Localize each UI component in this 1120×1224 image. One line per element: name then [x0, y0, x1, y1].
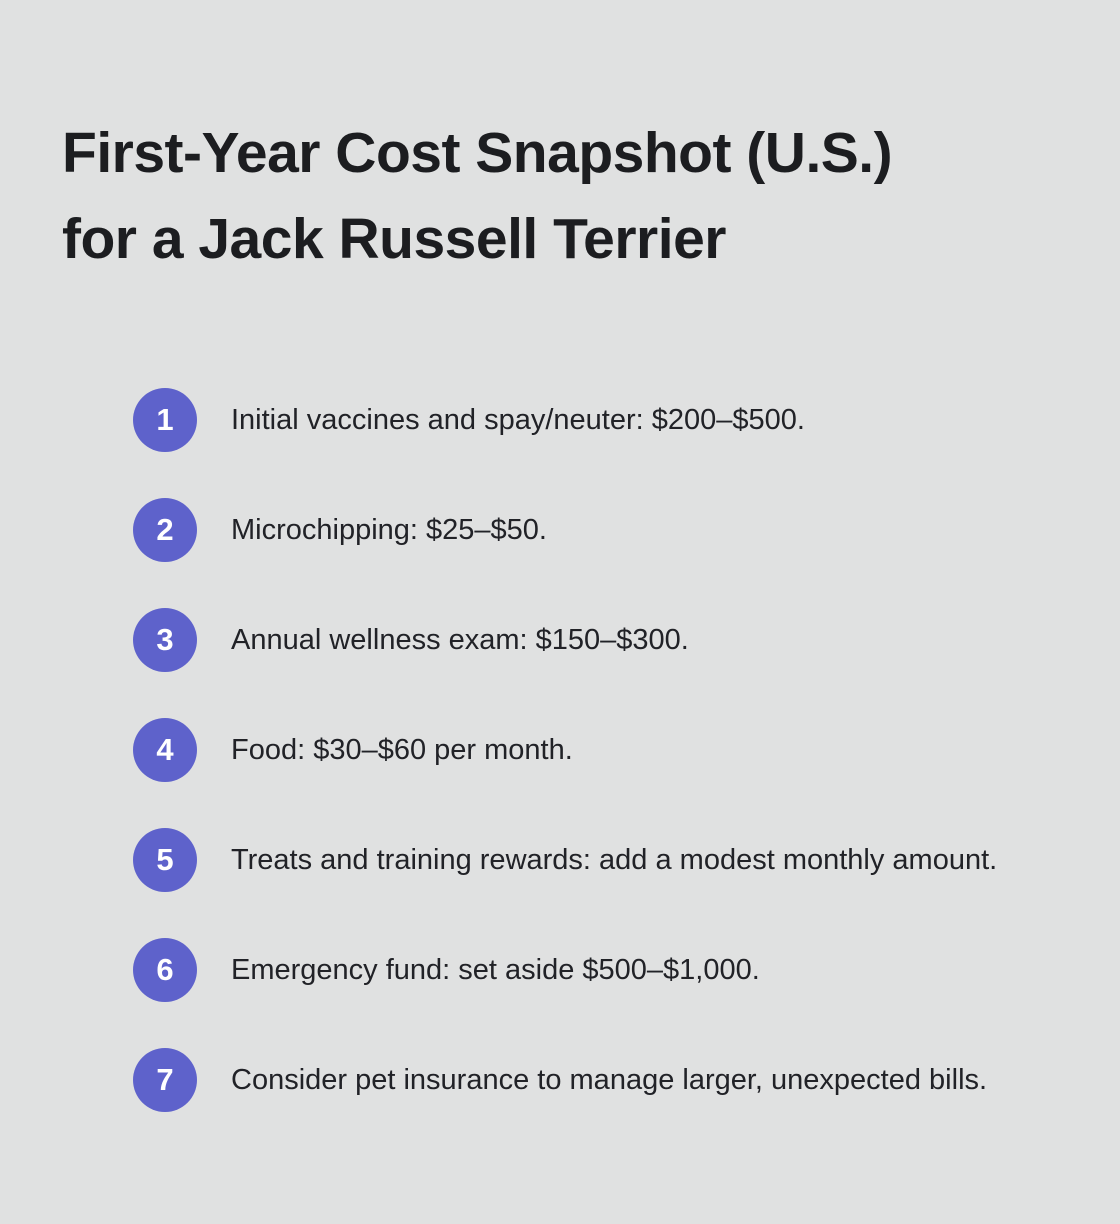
list-item: 5 Treats and training rewards: add a mod… — [133, 828, 1050, 892]
step-text: Initial vaccines and spay/neuter: $200–$… — [231, 404, 805, 436]
step-text: Treats and training rewards: add a modes… — [231, 844, 998, 876]
step-text: Consider pet insurance to manage larger,… — [231, 1064, 988, 1096]
step-number-badge: 1 — [133, 388, 197, 452]
step-number-badge: 3 — [133, 608, 197, 672]
step-number-badge: 2 — [133, 498, 197, 562]
step-text: Annual wellness exam: $150–$300. — [231, 624, 689, 656]
step-text: Food: $30–$60 per month. — [231, 734, 573, 766]
step-number-badge: 6 — [133, 938, 197, 1002]
list-item: 2 Microchipping: $25–$50. — [133, 498, 1050, 562]
list-item: 7 Consider pet insurance to manage large… — [133, 1048, 1050, 1112]
numbered-list: 1 Initial vaccines and spay/neuter: $200… — [133, 388, 1050, 1112]
list-item: 3 Annual wellness exam: $150–$300. — [133, 608, 1050, 672]
step-text: Emergency fund: set aside $500–$1,000. — [231, 954, 760, 986]
step-number-badge: 4 — [133, 718, 197, 782]
page-title-line-2: for a Jack Russell Terrier — [62, 207, 726, 271]
step-number-badge: 5 — [133, 828, 197, 892]
page-title-line-1: First-Year Cost Snapshot (U.S.) — [62, 121, 893, 185]
step-text: Microchipping: $25–$50. — [231, 514, 547, 546]
step-number-badge: 7 — [133, 1048, 197, 1112]
list-item: 4 Food: $30–$60 per month. — [133, 718, 1050, 782]
list-item: 1 Initial vaccines and spay/neuter: $200… — [133, 388, 1050, 452]
list-item: 6 Emergency fund: set aside $500–$1,000. — [133, 938, 1050, 1002]
page-title: First-Year Cost Snapshot (U.S.) for a Ja… — [62, 110, 1050, 282]
